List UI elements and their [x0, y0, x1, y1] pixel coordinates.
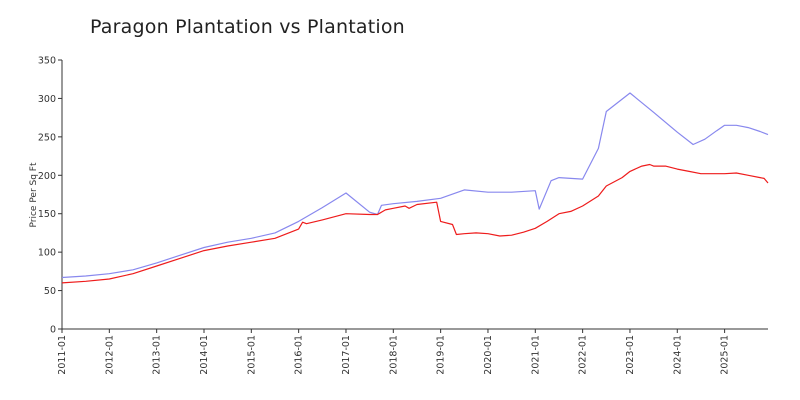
- x-tick-label: 2021-01: [530, 335, 541, 375]
- x-tick-label: 2025-01: [720, 335, 731, 375]
- x-tick-label: 2017-01: [341, 335, 352, 375]
- y-tick-label: 350: [38, 56, 56, 67]
- x-tick-label: 2011-01: [57, 335, 68, 375]
- y-tick-label: 300: [38, 94, 56, 105]
- x-tick-label: 2014-01: [199, 335, 210, 375]
- y-tick-label: 250: [38, 132, 56, 143]
- x-tick-label: 2019-01: [436, 335, 447, 375]
- x-tick-label: 2016-01: [294, 335, 305, 375]
- series-line-2: [61, 163, 769, 284]
- y-tick-label: 200: [38, 171, 56, 182]
- x-tick-label: 2024-01: [672, 335, 683, 375]
- chart-title: Paragon Plantation vs Plantation: [90, 16, 405, 38]
- series-line-1: [61, 92, 769, 279]
- y-tick-label: 50: [44, 286, 56, 297]
- axes: 0 50 100 150 200 250 300 350 2011-01 2012-01 2013-…: [38, 56, 768, 375]
- x-tick-label: 2015-01: [246, 335, 257, 375]
- x-tick-label: 2023-01: [625, 335, 636, 375]
- y-tick-label: 0: [50, 325, 56, 336]
- x-tick-label: 2013-01: [152, 335, 163, 375]
- x-tick-label: 2018-01: [388, 335, 399, 375]
- y-tick-label: 150: [38, 209, 56, 220]
- x-tick-label: 2020-01: [483, 335, 494, 375]
- x-tick-label: 2022-01: [578, 335, 589, 375]
- y-axis-title: Price Per Sq Ft: [29, 162, 39, 227]
- y-tick-label: 100: [38, 248, 56, 259]
- series-lines: [61, 92, 769, 284]
- x-tick-label: 2012-01: [104, 335, 115, 375]
